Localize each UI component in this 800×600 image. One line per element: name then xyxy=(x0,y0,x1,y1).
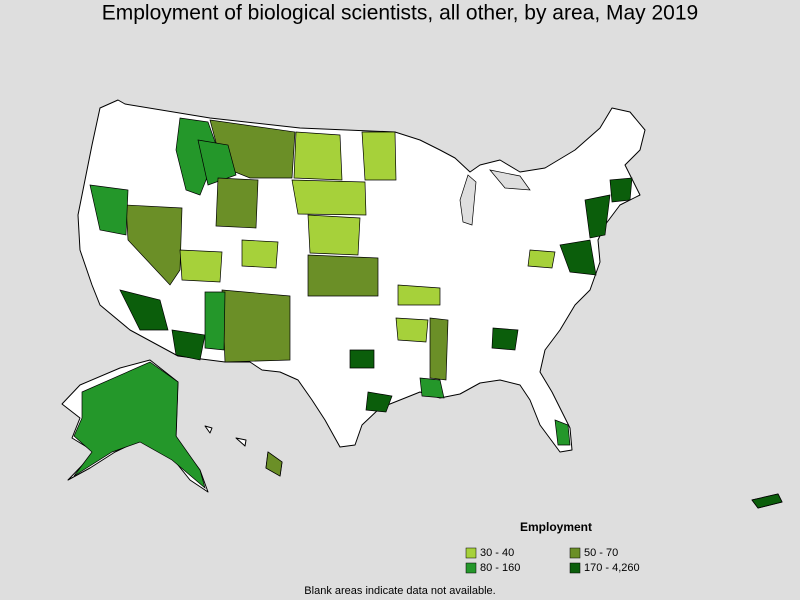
region xyxy=(179,249,223,283)
legend-swatch xyxy=(569,562,581,574)
region xyxy=(215,177,259,229)
legend-label: 170 - 4,260 xyxy=(584,562,640,574)
legend-swatch xyxy=(569,547,581,559)
region xyxy=(751,493,783,509)
region xyxy=(527,249,556,269)
region xyxy=(559,239,597,276)
region xyxy=(307,214,361,256)
region xyxy=(307,254,379,297)
map xyxy=(61,99,783,509)
region xyxy=(609,177,633,203)
region xyxy=(491,327,519,351)
region xyxy=(349,349,375,369)
legend: 30 - 40 50 - 70 80 - 160 170 - 4,260 xyxy=(465,547,640,574)
region xyxy=(265,451,283,477)
region xyxy=(125,204,183,286)
map-title: Employment of biological scientists, all… xyxy=(102,2,698,25)
region xyxy=(241,239,279,269)
region xyxy=(365,391,393,413)
region xyxy=(171,329,206,361)
legend-label: 80 - 160 xyxy=(480,562,520,574)
hawaii xyxy=(204,425,213,434)
legend-label: 50 - 70 xyxy=(584,547,618,559)
region xyxy=(397,284,441,306)
region xyxy=(419,377,445,399)
legend-swatch xyxy=(465,562,477,574)
region xyxy=(584,194,611,239)
region xyxy=(221,289,291,363)
legend-swatch xyxy=(465,547,477,559)
region xyxy=(429,317,449,381)
region xyxy=(89,184,129,236)
great-lake xyxy=(489,169,531,191)
great-lake xyxy=(459,174,477,226)
footnote: Blank areas indicate data not available. xyxy=(304,585,495,597)
region xyxy=(361,131,397,181)
region xyxy=(395,317,429,343)
region xyxy=(197,139,237,186)
region xyxy=(73,361,206,490)
region xyxy=(204,291,226,351)
hawaii xyxy=(235,437,247,447)
legend-title: Employment xyxy=(520,520,592,534)
region xyxy=(293,131,343,181)
region xyxy=(554,419,571,446)
region xyxy=(291,179,367,216)
region xyxy=(119,289,169,331)
legend-label: 30 - 40 xyxy=(480,547,514,559)
